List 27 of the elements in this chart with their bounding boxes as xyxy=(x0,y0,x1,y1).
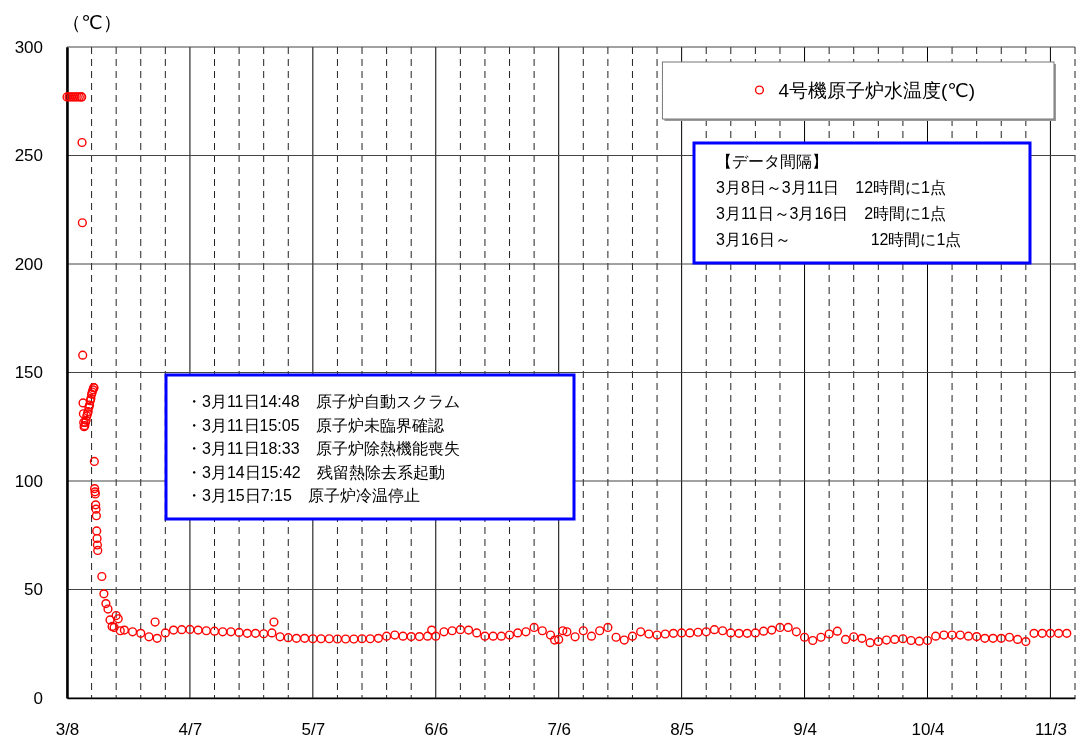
x-tick-label: 10/4 xyxy=(911,720,945,740)
annotation: ・3月15日7:15 原子炉冷温停止 xyxy=(186,487,420,504)
y-tick-label: 300 xyxy=(14,37,43,57)
x-tick-label: 11/3 xyxy=(1035,720,1067,740)
annotation: 【データ間隔】 xyxy=(716,153,828,170)
x-tick-label: 9/4 xyxy=(793,720,817,740)
annotation: ・3月14日15:42 残留熱除去系起動 xyxy=(186,463,445,481)
x-tick-label: 6/6 xyxy=(424,720,449,740)
y-tick-label: 250 xyxy=(14,146,43,166)
annotation: 3月16日～ 12時間に1点 xyxy=(716,231,962,248)
annotation: 3月8日～3月11日 12時間に1点 xyxy=(716,179,946,196)
y-tick-label: 100 xyxy=(14,471,43,491)
annotation: ・3月11日18:33 原子炉除熱機能喪失 xyxy=(186,440,460,457)
x-tick-label: 5/7 xyxy=(301,720,326,740)
annotation: ・3月11日15:05 原子炉未臨界確認 xyxy=(186,416,444,434)
annotation: 3月11日～3月16日 2時間に1点 xyxy=(716,205,946,222)
x-tick-label: 4/7 xyxy=(178,720,203,740)
x-tick-label: 8/5 xyxy=(670,720,694,740)
y-tick-label: 150 xyxy=(14,363,43,383)
annotation: ・3月11日14:48 原子炉自動スクラム xyxy=(186,393,460,410)
y-tick-label: 0 xyxy=(33,688,43,708)
legend-label: 4号機原子炉水温度(℃) xyxy=(778,80,975,101)
y-tick-label: 50 xyxy=(24,580,43,600)
x-tick-label: 3/8 xyxy=(55,720,80,740)
y-axis-title: （℃） xyxy=(62,12,122,33)
y-tick-label: 200 xyxy=(14,254,43,274)
x-tick-label: 7/6 xyxy=(547,720,572,740)
